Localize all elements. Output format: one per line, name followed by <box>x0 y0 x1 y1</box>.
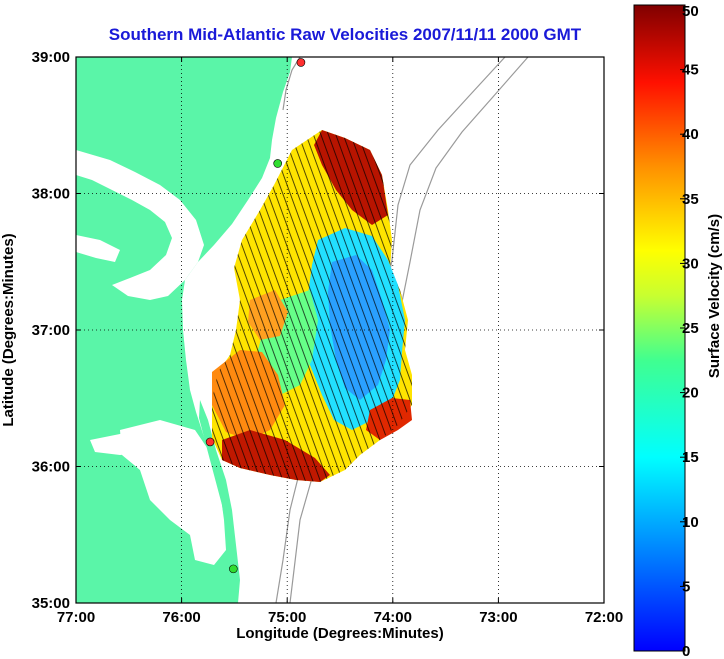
lat-tick-label: 36:00 <box>32 459 70 476</box>
station-north-marker <box>296 58 306 67</box>
map-title: Southern Mid-Atlantic Raw Velocities 200… <box>109 25 582 44</box>
colorbar-label: Surface Velocity (cm/s) <box>706 214 723 378</box>
lat-tick-label: 38:00 <box>32 186 70 203</box>
bay-inlet <box>76 235 120 262</box>
station-delmarva-marker <box>273 159 282 168</box>
y-axis-label: Latitude (Degrees:Minutes) <box>0 233 17 426</box>
outer-banks <box>199 400 240 603</box>
colorbar-tick-label: 20 <box>682 385 699 402</box>
colorbar-ticks: 0 5 10 15 20 25 30 35 40 45 50 <box>680 3 699 659</box>
colorbar-tick-label: 0 <box>682 643 690 659</box>
colorbar-tick-label: 10 <box>682 514 699 531</box>
colorbar-tick-label: 45 <box>682 62 699 79</box>
station-hatteras-marker <box>229 564 238 574</box>
lon-tick-label: 76:00 <box>162 609 200 626</box>
colorbar-tick-label: 40 <box>682 126 699 143</box>
station-duck-marker <box>205 437 215 447</box>
colorbar-tick-label: 35 <box>682 191 699 208</box>
colorbar-tick-label: 15 <box>682 449 699 466</box>
velocity-field <box>212 130 412 482</box>
albemarle-sound <box>90 432 160 455</box>
lon-tick-label: 77:00 <box>57 609 95 626</box>
longitude-ticks: 77:00 76:00 75:00 74:00 73:00 72:00 <box>57 57 623 626</box>
colorbar <box>633 4 686 652</box>
pamlico-sound <box>120 420 226 565</box>
colorbar-tick-label: 30 <box>682 255 699 272</box>
colorbar-tick-label: 25 <box>682 320 699 337</box>
colorbar-tick-label: 50 <box>682 3 699 20</box>
lon-tick-label: 75:00 <box>268 609 306 626</box>
x-axis-label: Longitude (Degrees:Minutes) <box>236 625 444 642</box>
chesapeake-bay <box>76 150 204 300</box>
lat-tick-label: 39:00 <box>32 49 70 66</box>
station-markers <box>205 58 306 574</box>
colorbar-tick-label: 5 <box>682 578 690 595</box>
lat-tick-label: 37:00 <box>32 322 70 339</box>
map-content <box>76 57 604 603</box>
lat-tick-label: 35:00 <box>32 595 70 612</box>
latitude-ticks: 39:00 38:00 37:00 36:00 35:00 <box>32 49 604 612</box>
lon-tick-label: 74:00 <box>374 609 412 626</box>
lon-tick-label: 72:00 <box>585 609 623 626</box>
lon-tick-label: 73:00 <box>479 609 517 626</box>
velocity-arrows <box>212 130 412 482</box>
map-grid <box>76 57 604 603</box>
